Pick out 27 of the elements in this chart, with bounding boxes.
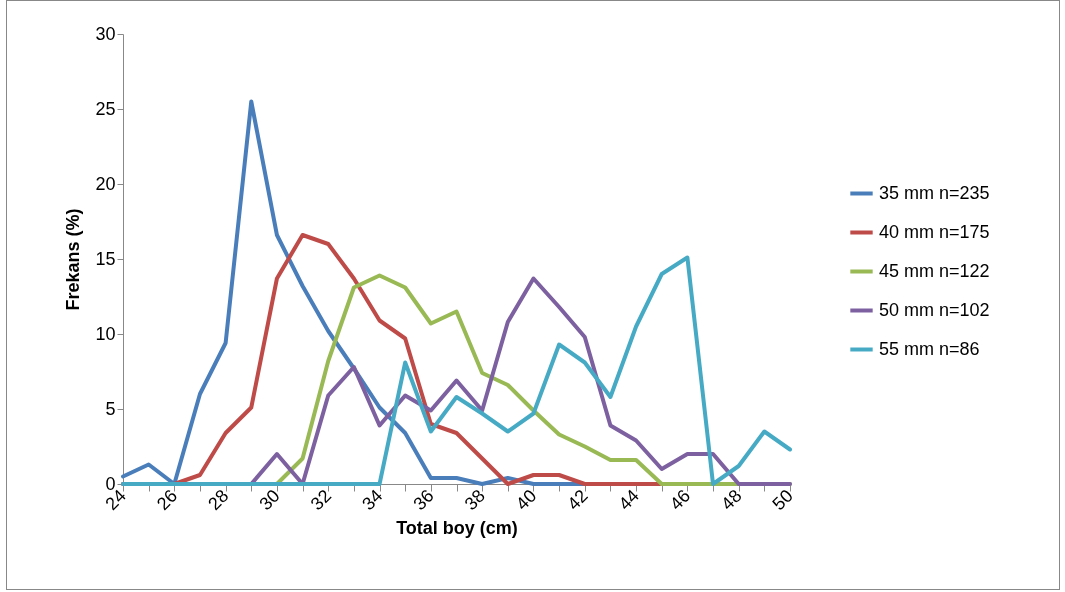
x-tick-label: 42 (563, 485, 592, 515)
x-tick-label: 26 (152, 485, 182, 515)
legend-label: 35 mm n=235 (879, 182, 990, 203)
x-tick-label: 28 (204, 485, 233, 515)
y-tick-label: 5 (105, 398, 116, 419)
legend-label: 55 mm n=86 (879, 338, 980, 359)
x-tick-label: 32 (306, 485, 336, 515)
legend-label: 40 mm n=175 (879, 221, 990, 242)
x-tick-label: 48 (717, 485, 746, 515)
y-tick-label: 0 (105, 473, 116, 494)
y-tick-label: 30 (95, 23, 116, 44)
x-axis-title: Total boy (cm) (396, 518, 518, 539)
y-axis-title: Frekans (%) (63, 208, 84, 311)
y-tick-label: 20 (95, 173, 116, 194)
legend-label: 50 mm n=102 (879, 299, 990, 320)
x-tick-label: 34 (358, 485, 387, 515)
x-tick-label: 50 (768, 485, 797, 515)
y-tick-label: 25 (95, 98, 116, 119)
x-tick-label: 30 (255, 485, 284, 515)
legend-label: 45 mm n=122 (879, 260, 990, 281)
x-tick-label: 44 (614, 485, 643, 515)
x-tick-label: 38 (460, 485, 490, 515)
y-tick-label: 15 (95, 248, 116, 269)
x-tick-label: 46 (665, 485, 695, 515)
y-tick-label: 10 (95, 323, 116, 344)
x-tick-label: 40 (512, 485, 541, 515)
x-tick-label: 36 (409, 485, 438, 515)
